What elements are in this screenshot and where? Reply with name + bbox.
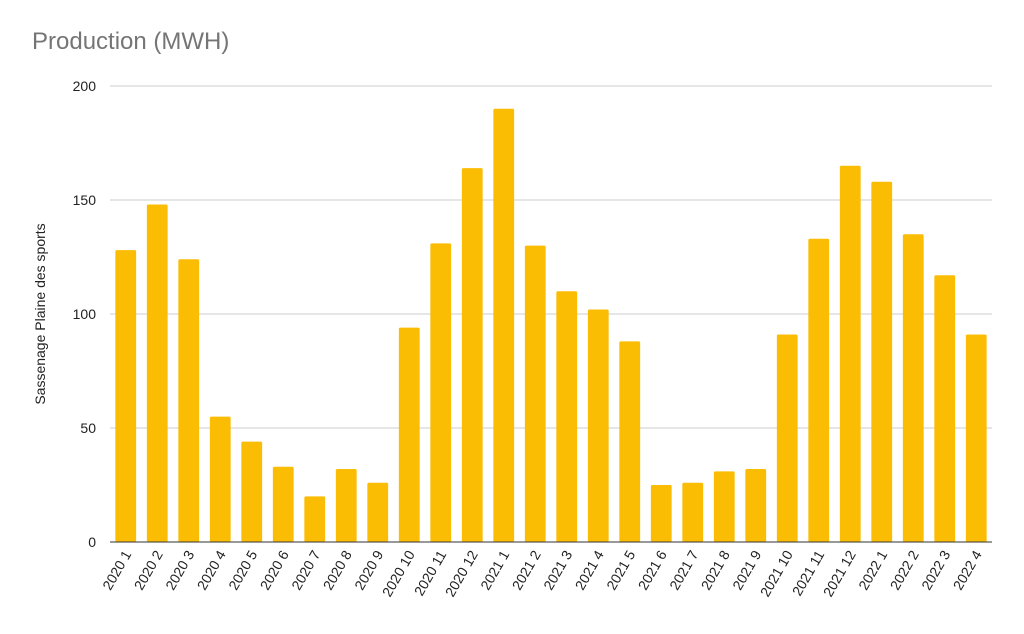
bar bbox=[146, 204, 168, 542]
x-tick-label: 2022 4 bbox=[950, 547, 985, 592]
bar bbox=[272, 466, 294, 542]
bar bbox=[367, 482, 389, 542]
x-tick-label: 2021 5 bbox=[603, 547, 638, 592]
bar bbox=[493, 108, 515, 543]
bar bbox=[871, 181, 893, 542]
x-tick-label: 2021 7 bbox=[666, 547, 701, 592]
bar bbox=[934, 275, 956, 542]
x-tick-label: 2022 1 bbox=[855, 547, 890, 592]
bar bbox=[398, 327, 420, 542]
y-axis-ticks: 0 50 100 150 200 bbox=[73, 78, 97, 550]
bar bbox=[965, 334, 987, 542]
x-tick-label: 2021 4 bbox=[572, 547, 607, 592]
x-tick-label: 2022 2 bbox=[887, 547, 922, 592]
bar bbox=[619, 341, 641, 542]
x-tick-label: 2021 8 bbox=[698, 547, 733, 592]
bar bbox=[682, 482, 704, 542]
x-tick-label: 2020 7 bbox=[288, 547, 323, 592]
x-tick-label: 2021 6 bbox=[635, 547, 670, 592]
bar bbox=[241, 441, 263, 542]
bars bbox=[115, 108, 987, 543]
x-tick-label: 2020 2 bbox=[131, 547, 166, 592]
bar bbox=[745, 469, 767, 542]
bar bbox=[808, 238, 830, 542]
bar bbox=[650, 485, 672, 542]
bar bbox=[524, 245, 546, 542]
bar bbox=[713, 471, 735, 542]
y-tick-label: 100 bbox=[73, 306, 97, 322]
bar bbox=[839, 165, 861, 543]
x-tick-label: 2020 6 bbox=[257, 547, 292, 592]
x-tick-label: 2021 1 bbox=[477, 547, 512, 592]
chart-title: Production (MWH) bbox=[32, 28, 230, 55]
bar bbox=[556, 291, 578, 542]
x-tick-label: 2020 3 bbox=[162, 547, 197, 592]
bar bbox=[430, 243, 452, 542]
bar bbox=[902, 234, 924, 542]
bar bbox=[776, 334, 798, 542]
y-tick-label: 200 bbox=[73, 78, 97, 94]
bar bbox=[587, 309, 609, 542]
bar bbox=[335, 469, 357, 542]
y-tick-label: 150 bbox=[73, 192, 97, 208]
y-tick-label: 0 bbox=[88, 534, 96, 550]
y-tick-label: 50 bbox=[80, 420, 96, 436]
x-tick-label: 2020 5 bbox=[225, 547, 260, 592]
x-tick-label: 2022 3 bbox=[918, 547, 953, 592]
x-tick-label: 2020 4 bbox=[194, 547, 229, 592]
bar bbox=[115, 250, 137, 542]
bar bbox=[304, 496, 326, 542]
x-tick-label: 2020 1 bbox=[99, 547, 134, 592]
x-tick-label: 2021 2 bbox=[509, 547, 544, 592]
bar bbox=[178, 259, 200, 542]
y-axis-label: Sassenage Plaine des sports bbox=[32, 223, 48, 404]
bar bbox=[461, 168, 483, 542]
x-tick-label: 2021 3 bbox=[540, 547, 575, 592]
x-tick-label: 2020 8 bbox=[320, 547, 355, 592]
bar bbox=[209, 416, 231, 542]
